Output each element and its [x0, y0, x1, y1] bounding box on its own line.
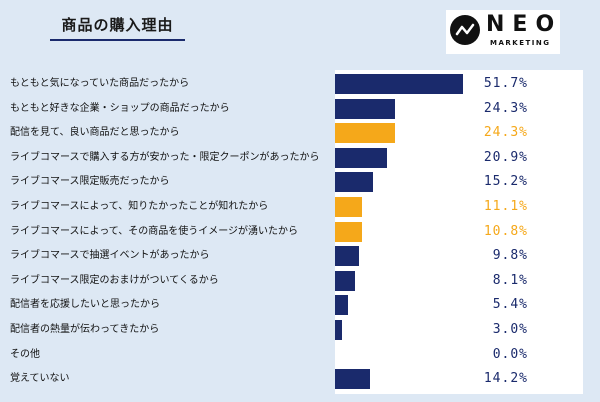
bar: [335, 369, 371, 390]
chart-row: もともと気になっていた商品だったから 51.7%: [0, 71, 600, 96]
chart-row: 配信者を応援したいと思ったから 5.4%: [0, 292, 600, 317]
bar: [335, 197, 363, 217]
chart-row: ライブコマースで購入する方が安かった・限定クーポンがあったから 20.9%: [0, 145, 600, 170]
category-label: その他: [10, 348, 40, 360]
chart-row: ライブコマースで抽選イベントがあったから 9.8%: [0, 243, 600, 268]
value-label: 8.1%: [492, 272, 528, 288]
category-label: ライブコマースによって、その商品を使うイメージが湧いたから: [10, 225, 298, 237]
value-label: 51.7%: [483, 76, 528, 91]
value-label: 20.9%: [483, 149, 528, 165]
bar: [335, 295, 349, 316]
value-label: 5.4%: [492, 297, 528, 313]
category-label: もともと好きな企業・ショップの商品だったから: [10, 102, 230, 114]
value-label: 10.8%: [483, 223, 528, 239]
value-label: 24.3%: [483, 100, 528, 116]
value-label: 14.2%: [483, 371, 528, 387]
bar: [335, 320, 343, 340]
category-label: ライブコマース限定のおまけがついてくるから: [10, 274, 219, 286]
category-label: もともと気になっていた商品だったから: [10, 78, 190, 89]
value-label: 9.8%: [492, 248, 528, 264]
value-label: 3.0%: [492, 322, 528, 337]
category-label: 覚えていない: [10, 373, 70, 385]
bar: [335, 123, 396, 144]
chart-row: 覚えていない 14.2%: [0, 366, 600, 391]
value-label: 11.1%: [483, 199, 528, 214]
bar: [335, 147, 387, 168]
category-label: 配信者の熱量が伝わってきたから: [10, 324, 160, 335]
logo-sub-text: MARKETING: [490, 39, 551, 47]
category-label: ライブコマースで抽選イベントがあったから: [10, 250, 210, 262]
chart-row: ライブコマースによって、知りたかったことが知れたから 11.1%: [0, 194, 600, 219]
logo-main-text: NEO: [486, 12, 563, 37]
category-label: 配信者を応援したいと思ったから: [10, 299, 160, 311]
bar: [335, 270, 356, 291]
category-label: ライブコマース限定販売だったから: [10, 176, 170, 188]
bar: [335, 221, 362, 242]
category-label: ライブコマースによって、知りたかったことが知れたから: [10, 201, 269, 212]
chart-row: 配信を見て、良い商品だと思ったから 24.3%: [0, 120, 600, 145]
neo-marketing-logo: NEO MARKETING: [446, 10, 560, 54]
chart-row: その他 0.0%: [0, 342, 600, 367]
category-label: 配信を見て、良い商品だと思ったから: [10, 127, 180, 139]
bar: [335, 74, 463, 94]
logo-trend-icon: [450, 15, 480, 45]
value-label: 0.0%: [492, 346, 528, 362]
chart-row: ライブコマース限定のおまけがついてくるから 8.1%: [0, 268, 600, 293]
chart-row: もともと好きな企業・ショップの商品だったから 24.3%: [0, 96, 600, 121]
chart-title-wrap: 商品の購入理由: [50, 14, 185, 41]
category-label: ライブコマースで購入する方が安かった・限定クーポンがあったから: [10, 151, 320, 163]
chart-row: 配信者の熱量が伝わってきたから 3.0%: [0, 317, 600, 342]
chart-row: ライブコマースによって、その商品を使うイメージが湧いたから 10.8%: [0, 219, 600, 244]
bar: [335, 172, 373, 193]
value-label: 24.3%: [483, 125, 528, 141]
bar: [335, 98, 396, 119]
value-label: 15.2%: [483, 174, 528, 190]
bar: [335, 246, 360, 267]
chart-title: 商品の購入理由: [61, 16, 174, 34]
chart-row: ライブコマース限定販売だったから 15.2%: [0, 169, 600, 194]
